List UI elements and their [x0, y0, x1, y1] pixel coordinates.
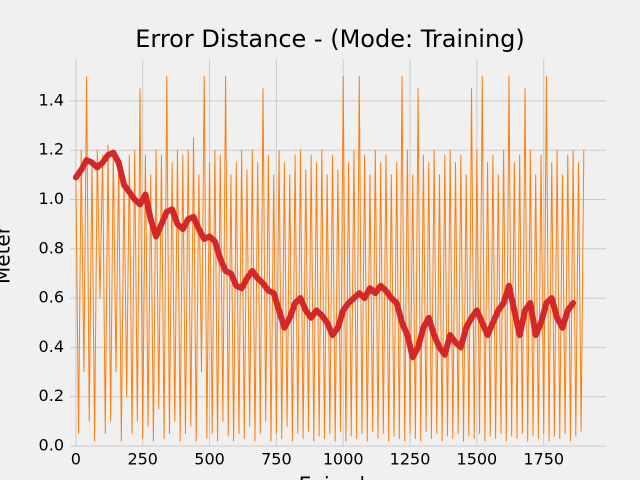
y-tick-label: 0.8: [39, 238, 64, 257]
y-tick-label: 0.6: [39, 288, 64, 307]
y-tick-label: 1.2: [39, 140, 64, 159]
y-tick-label: 0.0: [39, 436, 64, 455]
labels: 0.0 0.2 0.4 0.6 0.8 1.0 1.2 1.4 0 250 500 750 1000 12…: [39, 90, 565, 468]
x-tick-label: 1250: [390, 450, 431, 469]
series-line: [75, 75, 585, 442]
x-tick-label: 750: [261, 450, 292, 469]
x-tick-label: 1500: [457, 450, 498, 469]
plot-area: [72, 75, 585, 442]
x-tick-label: 1000: [323, 450, 364, 469]
x-tick-label: 0: [71, 450, 81, 469]
x-tick-label: 500: [194, 450, 225, 469]
y-axis-label: Meter: [0, 225, 15, 284]
chart-title: Error Distance - (Mode: Training): [135, 25, 525, 53]
x-axis-label: Episode: [299, 473, 378, 480]
y-tick-label: 1.0: [39, 189, 64, 208]
x-tick-label: 1750: [523, 450, 564, 469]
y-tick-label: 1.4: [39, 90, 64, 109]
x-tick-label: 250: [127, 450, 158, 469]
y-tick-label: 0.4: [39, 337, 64, 356]
y-tick-label: 0.2: [39, 386, 64, 405]
series-line: [72, 149, 577, 361]
